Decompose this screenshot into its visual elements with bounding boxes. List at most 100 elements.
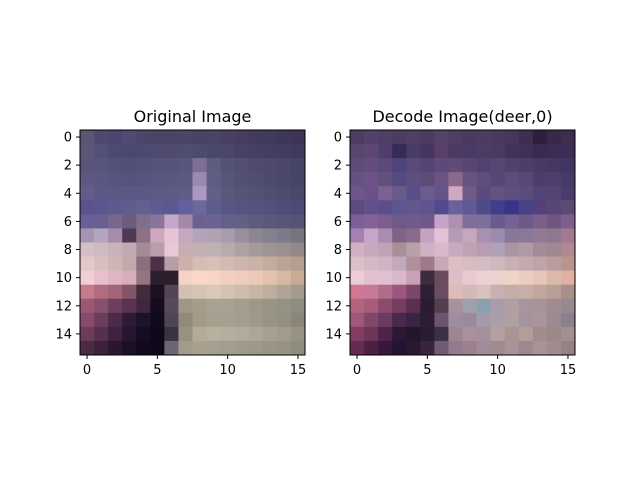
heatmap-cell xyxy=(350,256,365,271)
heatmap-cell xyxy=(406,186,421,201)
y-tick-label: 8 xyxy=(334,243,342,258)
heatmap-cell xyxy=(364,144,379,159)
heatmap-cell xyxy=(546,256,562,271)
heatmap-cell xyxy=(532,256,548,271)
heatmap-cell xyxy=(560,312,576,328)
x-tick-label: 0 xyxy=(83,363,91,378)
heatmap-cell xyxy=(560,340,576,356)
heatmap-cell xyxy=(192,326,207,342)
y-tick-label: 6 xyxy=(334,215,342,230)
heatmap-cell xyxy=(364,172,379,187)
heatmap-cell xyxy=(448,242,463,257)
heatmap-cell xyxy=(290,298,306,314)
heatmap-cell xyxy=(122,214,137,229)
heatmap-cell xyxy=(378,172,393,187)
heatmap-cell xyxy=(164,326,179,342)
heatmap-cell xyxy=(192,270,207,286)
heatmap-cell xyxy=(364,270,379,286)
heatmap-cell xyxy=(406,172,421,187)
heatmap-cell xyxy=(122,200,137,215)
heatmap-cell xyxy=(434,144,449,159)
heatmap-cell xyxy=(122,270,137,286)
heatmap-cell xyxy=(164,186,179,201)
heatmap-cell xyxy=(220,242,236,257)
heatmap-cell xyxy=(80,298,95,314)
heatmap-cell xyxy=(276,298,292,314)
heatmap-cell xyxy=(262,284,278,300)
heatmap-cell xyxy=(518,242,534,257)
heatmap-cell xyxy=(476,326,491,342)
heatmap-cell xyxy=(220,284,236,300)
heatmap-cell xyxy=(560,256,576,271)
heatmap-cell xyxy=(262,312,278,328)
heatmap-cell xyxy=(122,186,137,201)
heatmap-cell xyxy=(504,256,520,271)
heatmap-cell xyxy=(234,228,250,243)
heatmap-cell xyxy=(448,172,463,187)
heatmap-cell xyxy=(504,340,520,356)
heatmap-cell xyxy=(448,256,463,271)
heatmap-cell xyxy=(504,228,520,243)
heatmap-cell xyxy=(406,214,421,229)
y-tick-label: 12 xyxy=(55,299,72,314)
heatmap-cell xyxy=(392,214,407,229)
heatmap-cell xyxy=(434,312,449,328)
heatmap-cell xyxy=(164,242,179,257)
heatmap-cell xyxy=(532,144,548,159)
heatmap-cell xyxy=(178,130,193,145)
heatmap-cell xyxy=(462,326,477,342)
heatmap-cell xyxy=(504,186,520,201)
heatmap-cell xyxy=(378,242,393,257)
heatmap-cell xyxy=(206,144,221,159)
heatmap-cell xyxy=(434,298,449,314)
heatmap-cell xyxy=(434,270,449,286)
heatmap-cell xyxy=(378,228,393,243)
heatmap-cell xyxy=(248,130,264,145)
heatmap-cell xyxy=(476,256,491,271)
heatmap-cell xyxy=(378,214,393,229)
heatmap-cell xyxy=(80,242,95,257)
heatmap-cell xyxy=(420,228,435,243)
heatmap-cell xyxy=(220,228,236,243)
heatmap-cell xyxy=(448,228,463,243)
heatmap-cell xyxy=(94,158,109,173)
heatmap-cell xyxy=(532,242,548,257)
heatmap-cell xyxy=(518,186,534,201)
heatmap-cell xyxy=(234,270,250,286)
heatmap-cell xyxy=(532,200,548,215)
heatmap-cell xyxy=(392,312,407,328)
heatmap-cell xyxy=(420,326,435,342)
heatmap-cell xyxy=(164,298,179,314)
heatmap-cell xyxy=(364,130,379,145)
heatmap-cell xyxy=(234,284,250,300)
heatmap-cell xyxy=(420,172,435,187)
heatmap-cell xyxy=(290,186,306,201)
heatmap-cell xyxy=(434,186,449,201)
heatmap-cell xyxy=(378,186,393,201)
heatmap-cell xyxy=(560,200,576,215)
heatmap-cell xyxy=(276,270,292,286)
x-tick-label: 10 xyxy=(489,363,506,378)
heatmap-cell xyxy=(490,144,506,159)
heatmap-cell xyxy=(350,172,365,187)
heatmap-cell xyxy=(178,256,193,271)
heatmap-cell xyxy=(164,130,179,145)
heatmap-cell xyxy=(476,270,491,286)
heatmap-cell xyxy=(350,270,365,286)
heatmap-cell xyxy=(546,298,562,314)
heatmap-cell xyxy=(150,242,165,257)
heatmap-cell xyxy=(108,242,123,257)
heatmap-cell xyxy=(108,270,123,286)
heatmap-cell xyxy=(490,130,506,145)
heatmap-cell xyxy=(476,340,491,356)
heatmap-cell xyxy=(122,340,137,356)
heatmap-cell xyxy=(392,158,407,173)
heatmap-cell xyxy=(80,340,95,356)
heatmap-cell xyxy=(490,172,506,187)
heatmap-cell xyxy=(206,256,221,271)
heatmap-cell xyxy=(122,228,137,243)
heatmap-cell xyxy=(490,228,506,243)
heatmap-cell xyxy=(276,228,292,243)
heatmap-cell xyxy=(406,340,421,356)
heatmap-cell xyxy=(448,270,463,286)
